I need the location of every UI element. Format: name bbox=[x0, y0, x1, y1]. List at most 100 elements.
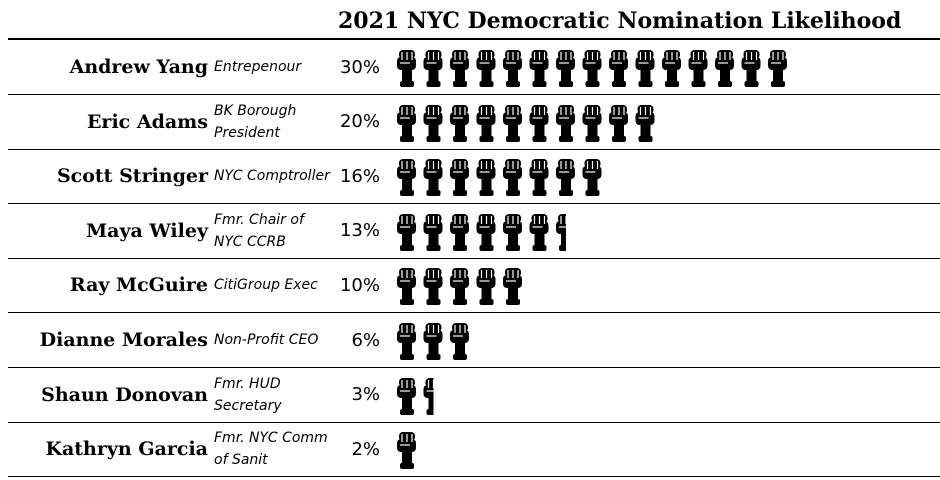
raised-fist-icon bbox=[768, 50, 787, 87]
likelihood-label: 16% bbox=[339, 165, 380, 187]
candidate-role: BK Borough President bbox=[214, 102, 297, 141]
raised-fist-icon bbox=[423, 159, 443, 197]
candidate-role: Entrepenour bbox=[214, 59, 302, 75]
icon-row bbox=[397, 213, 566, 251]
row-divider bbox=[8, 312, 940, 314]
raised-fist-icon bbox=[503, 213, 522, 251]
candidate-role: CitiGroup Exec bbox=[214, 277, 318, 294]
raised-fist-icon bbox=[556, 213, 566, 251]
raised-fist-icon bbox=[476, 268, 496, 306]
candidate-name: Scott Stringer bbox=[56, 165, 208, 188]
raised-fist-icon bbox=[503, 159, 522, 197]
candidate-name: Maya Wiley bbox=[86, 219, 208, 242]
chart-row: Eric Adams BK Borough President 20% bbox=[8, 95, 940, 150]
raised-fist-icon bbox=[476, 213, 496, 251]
raised-fist-icon bbox=[423, 268, 443, 306]
raised-fist-icon bbox=[450, 104, 469, 142]
row-divider bbox=[8, 257, 940, 259]
raised-fist-icon bbox=[582, 159, 602, 197]
raised-fist-icon bbox=[397, 104, 416, 142]
candidate-name: Kathryn Garcia bbox=[45, 438, 208, 461]
raised-fist-icon bbox=[423, 323, 443, 360]
raised-fist-icon bbox=[397, 268, 416, 306]
chart-title: 2021 NYC Democratic Nomination Likelihoo… bbox=[338, 8, 902, 34]
raised-fist-icon bbox=[397, 213, 416, 251]
raised-fist-icon bbox=[529, 50, 549, 87]
candidate-name: Ray McGuire bbox=[69, 274, 208, 297]
candidate-role: Fmr. NYC Comm of Sanit bbox=[214, 430, 328, 469]
raised-fist-icon bbox=[662, 50, 681, 87]
raised-fist-icon bbox=[423, 50, 443, 87]
chart-row: Ray McGuire CitiGroup Exec 10% bbox=[8, 258, 940, 314]
raised-fist-icon bbox=[476, 104, 496, 142]
icon-row bbox=[397, 104, 655, 142]
raised-fist-icon bbox=[397, 50, 416, 87]
raised-fist-icon bbox=[582, 104, 602, 142]
raised-fist-icon bbox=[715, 50, 734, 87]
row-divider bbox=[8, 421, 940, 423]
icon-row bbox=[397, 50, 787, 87]
raised-fist-icon bbox=[503, 268, 522, 306]
raised-fist-icon bbox=[503, 50, 522, 87]
candidate-name: Andrew Yang bbox=[69, 56, 208, 78]
likelihood-label: 2% bbox=[351, 438, 380, 460]
likelihood-label: 20% bbox=[339, 111, 380, 133]
candidate-role: NYC Comptroller bbox=[214, 168, 330, 185]
icon-row bbox=[397, 432, 416, 470]
raised-fist-icon bbox=[397, 159, 416, 197]
row-divider bbox=[8, 148, 940, 150]
raised-fist-icon bbox=[503, 104, 522, 142]
raised-fist-icon bbox=[476, 159, 496, 197]
likelihood-label: 10% bbox=[339, 274, 380, 296]
raised-fist-icon bbox=[556, 104, 575, 142]
chart-row: Maya Wiley Fmr. Chair of NYC CCRB 13% bbox=[8, 204, 940, 259]
raised-fist-icon bbox=[609, 50, 628, 87]
raised-fist-icon bbox=[450, 159, 469, 197]
icon-row bbox=[397, 377, 434, 415]
raised-fist-icon bbox=[688, 50, 708, 87]
raised-fist-icon bbox=[476, 50, 496, 87]
likelihood-label: 30% bbox=[339, 56, 380, 78]
raised-fist-icon bbox=[635, 104, 655, 142]
raised-fist-icon bbox=[450, 268, 469, 306]
row-divider bbox=[8, 203, 940, 205]
candidate-role: Non-Profit CEO bbox=[214, 332, 319, 348]
raised-fist-icon bbox=[529, 213, 549, 251]
raised-fist-icon bbox=[556, 50, 575, 87]
raised-fist-icon bbox=[450, 323, 469, 360]
chart-row: Scott Stringer NYC Comptroller 16% bbox=[8, 149, 940, 205]
icon-row bbox=[397, 159, 602, 197]
raised-fist-icon bbox=[450, 213, 469, 251]
raised-fist-icon bbox=[397, 432, 416, 470]
row-divider bbox=[8, 476, 940, 478]
likelihood-label: 6% bbox=[351, 329, 380, 351]
candidate-role: Fmr. Chair of NYC CCRB bbox=[214, 211, 304, 250]
row-divider bbox=[8, 94, 940, 95]
raised-fist-icon bbox=[529, 104, 549, 142]
chart-row: Andrew Yang Entrepenour 30% bbox=[8, 40, 940, 95]
chart-row: Dianne Morales Non-Profit CEO 6% bbox=[8, 313, 940, 368]
raised-fist-icon bbox=[556, 159, 575, 197]
candidate-name: Shaun Donovan bbox=[41, 383, 208, 406]
raised-fist-icon bbox=[741, 50, 761, 87]
likelihood-label: 13% bbox=[339, 220, 380, 242]
raised-fist-icon bbox=[423, 377, 434, 415]
raised-fist-icon bbox=[450, 50, 469, 87]
title-divider bbox=[8, 38, 940, 40]
row-divider bbox=[8, 367, 940, 368]
raised-fist-icon bbox=[609, 104, 628, 142]
raised-fist-icon bbox=[397, 377, 416, 415]
raised-fist-icon bbox=[529, 159, 549, 197]
raised-fist-icon bbox=[423, 213, 443, 251]
raised-fist-icon bbox=[635, 50, 655, 87]
icon-row bbox=[397, 323, 469, 360]
chart-row: Kathryn Garcia Fmr. NYC Comm of Sanit 2% bbox=[8, 422, 940, 478]
raised-fist-icon bbox=[582, 50, 602, 87]
raised-fist-icon bbox=[423, 104, 443, 142]
candidate-name: Dianne Morales bbox=[39, 329, 208, 351]
likelihood-label: 3% bbox=[351, 384, 380, 406]
icon-row bbox=[397, 268, 522, 306]
candidate-role: Fmr. HUD Secretary bbox=[214, 375, 282, 414]
candidate-name: Eric Adams bbox=[86, 110, 208, 133]
